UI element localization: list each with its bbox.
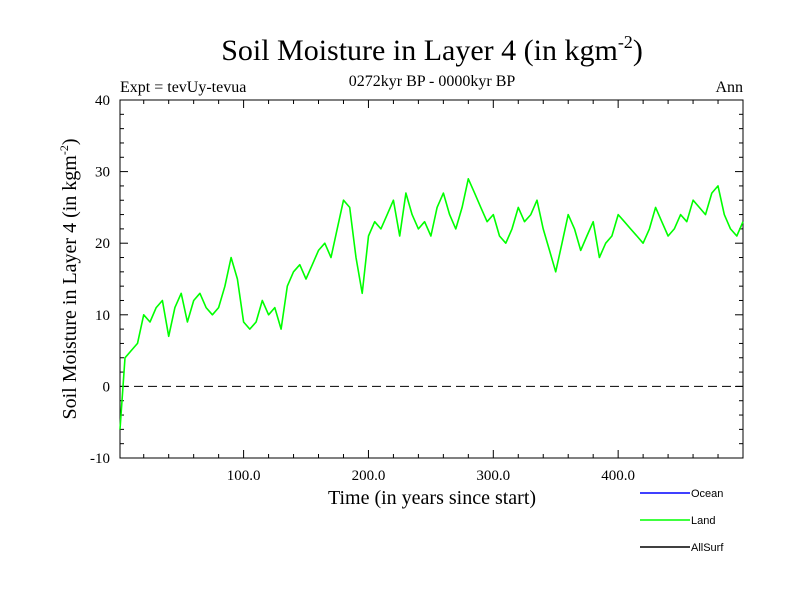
y-tick-label: 0	[103, 379, 111, 395]
x-tick-label: 300.0	[476, 468, 510, 484]
y-tick-label: 40	[95, 93, 110, 109]
chart-title: Soil Moisture in Layer 4 (in kgm-2)	[221, 32, 643, 67]
x-tick-label: 100.0	[227, 468, 261, 484]
chart-title-close: )	[633, 34, 643, 67]
legend: Ocean Land AllSurf	[640, 488, 724, 554]
plot-frame	[119, 99, 744, 459]
x-tick-label: 200.0	[352, 468, 386, 484]
x-axis-label: Time (in years since start)	[328, 487, 536, 509]
axis-ticks	[120, 99, 743, 459]
y-axis-label-superscript: -2	[57, 145, 71, 155]
legend-label-allsurf: AllSurf	[691, 542, 724, 554]
y-axis-label-main: Soil Moisture in Layer 4 (in kgm	[59, 155, 81, 420]
chart-title-main: Soil Moisture in Layer 4 (in kgm	[221, 34, 618, 67]
y-axis-label: Soil Moisture in Layer 4 (in kgm-2)	[57, 138, 81, 419]
legend-label-land: Land	[691, 515, 715, 527]
season-label: Ann	[715, 79, 743, 96]
axis-tick-labels: 100.0 200.0 300.0 400.0 -10 0 10 20 30 40	[90, 93, 635, 484]
legend-label-ocean: Ocean	[691, 488, 723, 500]
y-tick-label: 20	[95, 236, 110, 252]
x-tick-label: 400.0	[601, 468, 635, 484]
chart-title-superscript: -2	[618, 32, 633, 52]
chart-subtitle: 0272kyr BP - 0000kyr BP	[349, 73, 516, 90]
expt-label: Expt = tevUy-tevua	[120, 79, 246, 96]
y-axis-label-close: )	[59, 138, 81, 145]
y-tick-label: 30	[95, 165, 110, 181]
y-tick-label: -10	[90, 451, 110, 467]
y-tick-label: 10	[95, 308, 110, 324]
series-line-land	[119, 178, 744, 430]
